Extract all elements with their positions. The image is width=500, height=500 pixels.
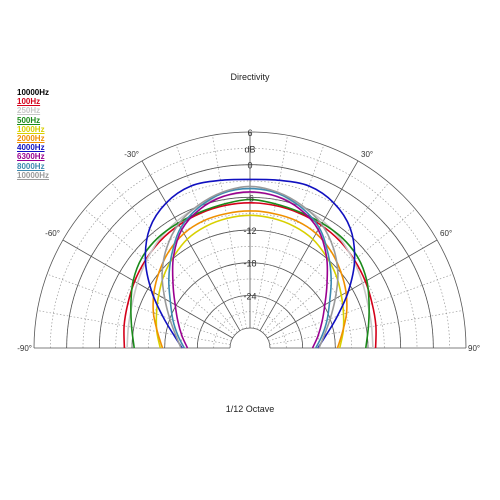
series-line-4000hz [144,178,356,349]
legend-entry: 1000Hz [17,124,45,134]
legend-entry: 500Hz [17,115,41,125]
grid-spoke-minor [175,144,244,330]
legend-entry: 4000Hz [17,143,45,153]
radial-tick-label: dB [244,144,255,154]
angle-tick-label: 30° [361,150,373,159]
series-line-6300hz [171,191,329,349]
grid-spoke-minor [46,273,232,342]
radial-tick-label: -12 [243,226,256,236]
legend-entry: 10000Hz [17,170,50,180]
grid-spoke [259,160,359,331]
grid-spoke [62,239,233,339]
grid-spoke-minor [268,273,454,342]
legend-entry: 6300Hz [17,152,45,162]
series-line-1000hz [155,214,345,349]
radial-tick-label: -6 [246,193,254,203]
series-line-500hz [130,198,370,349]
legend-entry: 10000Hz [17,88,50,97]
series-line-10000hz [161,185,339,349]
grid-spoke-minor [256,144,325,330]
chart-title: Directivity [230,72,270,82]
angle-tick-label: -60° [45,229,60,238]
legend-entry: 100Hz [17,97,41,107]
series-line-2000hz [152,210,348,349]
angle-tick-label: -90° [17,344,32,353]
grid-spoke-minor [37,310,231,345]
legend-entry: 8000Hz [17,161,45,171]
series-line-100hz [123,202,377,349]
grid-center-hole [229,327,271,349]
grid-ring-minor [180,278,320,349]
legend-entry: 250Hz [17,106,41,116]
radial-tick-label: 0 [247,161,252,171]
radial-tick-label: 6 [247,128,252,138]
grid-spoke [141,160,241,331]
radial-tick-label: -24 [243,291,256,301]
grid-spoke-minor [269,310,463,345]
legend: 10000Hz 100Hz 250Hz 500Hz 1000Hz 2000Hz 4000Hz… [17,88,49,180]
radial-tick-label: -18 [243,259,256,269]
angle-tick-label: -30° [124,150,139,159]
series-line-8000hz [167,187,333,349]
grid-spoke [267,239,438,339]
grid-spoke-minor [253,135,288,329]
grid-spoke-minor [212,135,247,329]
legend-entry: 2000Hz [17,134,45,144]
angle-tick-label: 90° [468,344,480,353]
angle-tick-label: 60° [440,229,452,238]
chart-footer: 1/12 Octave [225,404,275,414]
